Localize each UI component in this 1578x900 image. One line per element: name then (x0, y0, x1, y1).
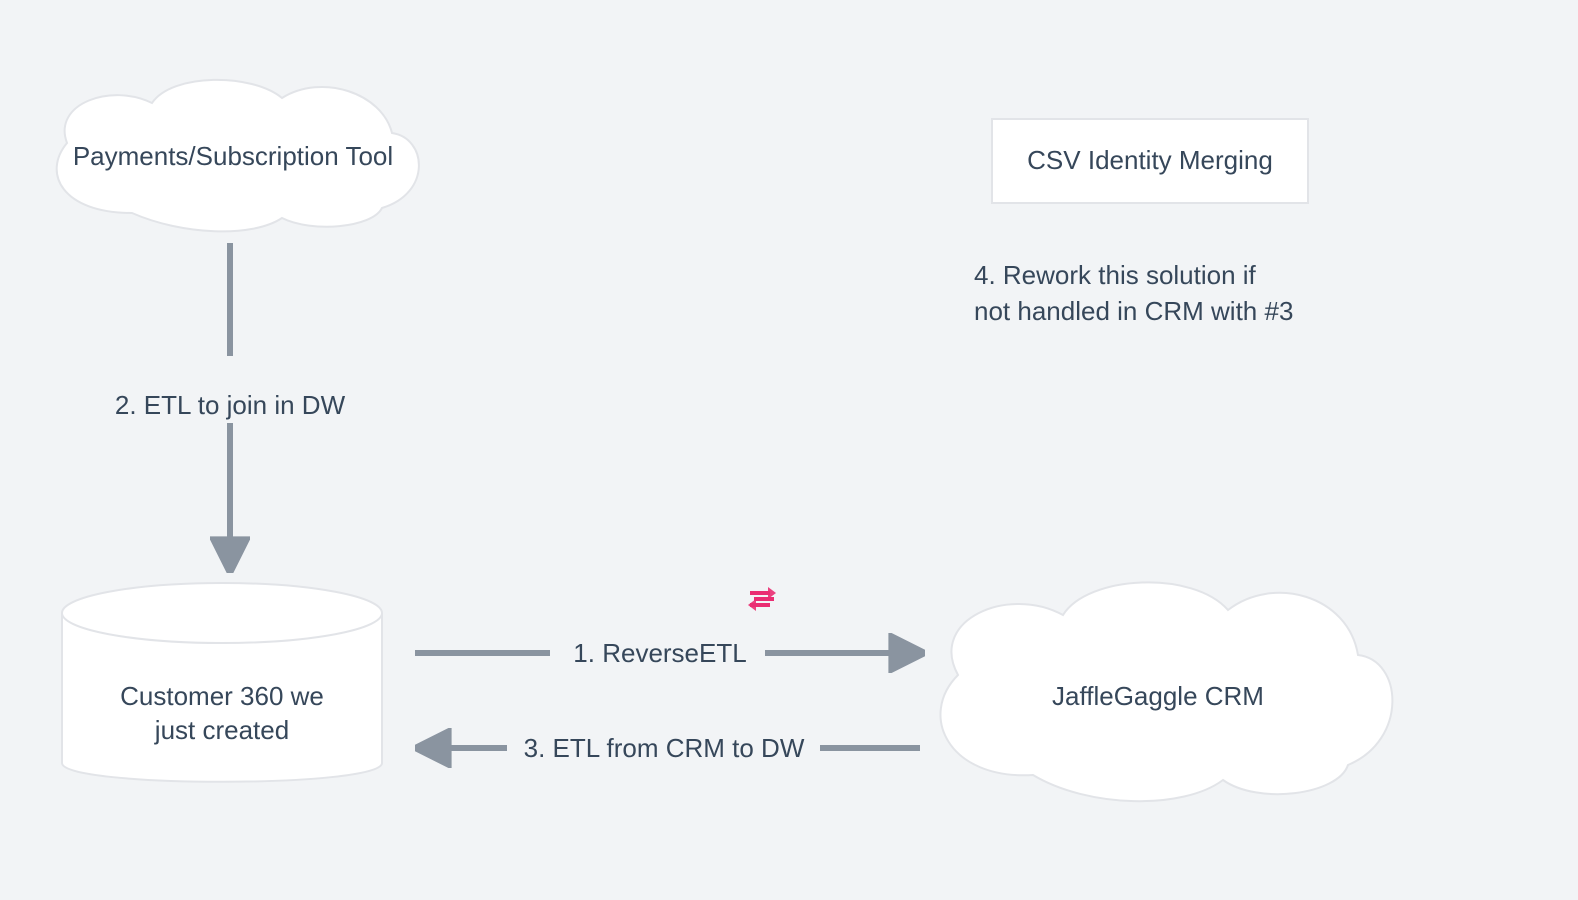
customer-360-label: Customer 360 we just created (72, 680, 372, 748)
csv-merge-box: CSV Identity Merging (991, 118, 1309, 204)
edge-reverse-etl-label: 1. ReverseETL (565, 638, 755, 669)
edge-etl-from-crm-label: 3. ETL from CRM to DW (515, 733, 813, 764)
payments-tool-label: Payments/Subscription Tool (58, 140, 408, 174)
rework-annotation: 4. Rework this solution if not handled i… (974, 257, 1354, 330)
architecture-diagram: Payments/Subscription Tool Customer 360 … (0, 0, 1578, 900)
edge-etl-to-dw-label: 2. ETL to join in DW (110, 390, 350, 421)
csv-merge-label: CSV Identity Merging (1027, 144, 1273, 178)
segment-icon (744, 581, 780, 617)
crm-label: JaffleGaggle CRM (1003, 680, 1313, 714)
